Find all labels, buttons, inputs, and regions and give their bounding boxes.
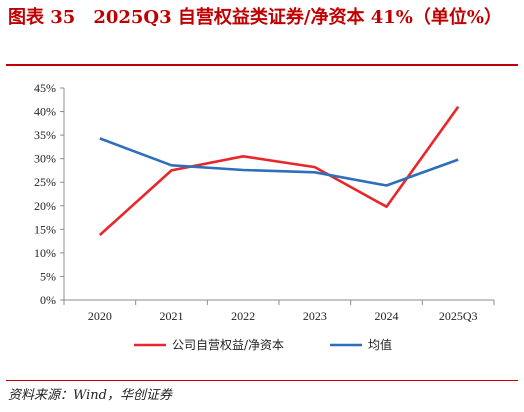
x-tick-label: 2021 <box>160 309 184 323</box>
x-tick-label: 2023 <box>303 309 327 323</box>
series-lines <box>98 106 460 236</box>
y-tick-label: 15% <box>34 222 56 236</box>
y-tick-label: 45% <box>34 81 56 95</box>
source-note: 资料来源：Wind，华创证券 <box>8 388 172 403</box>
y-tick-label: 25% <box>34 175 56 189</box>
line-chart: 0%5%10%15%20%25%30%35%40%45% 2020 2021 202… <box>34 81 495 352</box>
legend-label-1: 公司自营权益/净资本 <box>172 338 284 352</box>
y-tick-label: 30% <box>34 152 56 166</box>
title-divider <box>6 64 518 66</box>
legend: 公司自营权益/净资本 均值 <box>134 337 392 352</box>
y-tick-label: 20% <box>34 199 56 213</box>
source-divider <box>6 380 518 381</box>
y-tick-label: 40% <box>34 105 56 119</box>
x-axis: 2020 2021 2022 2023 2024 2025Q3 <box>63 299 495 323</box>
x-tick-label: 2020 <box>88 309 112 323</box>
y-tick-label: 5% <box>40 269 56 283</box>
legend-label-2: 均值 <box>368 337 392 352</box>
chart-title: 图表 35 2025Q3 自营权益类证券/净资本 41%（单位%） <box>8 7 502 28</box>
x-tick-label: 2024 <box>375 309 399 323</box>
series-line-1 <box>98 106 460 236</box>
y-tick-label: 35% <box>34 128 56 142</box>
series-line-2 <box>99 137 459 187</box>
y-tick-label: 0% <box>40 293 56 307</box>
y-tick-label: 10% <box>34 246 56 260</box>
x-tick-label: 2025Q3 <box>439 309 478 323</box>
x-tick-label: 2022 <box>231 309 255 323</box>
y-axis: 0% 5% 10% 15% 20% 25% 30% 35% 40% 45% <box>34 81 65 307</box>
